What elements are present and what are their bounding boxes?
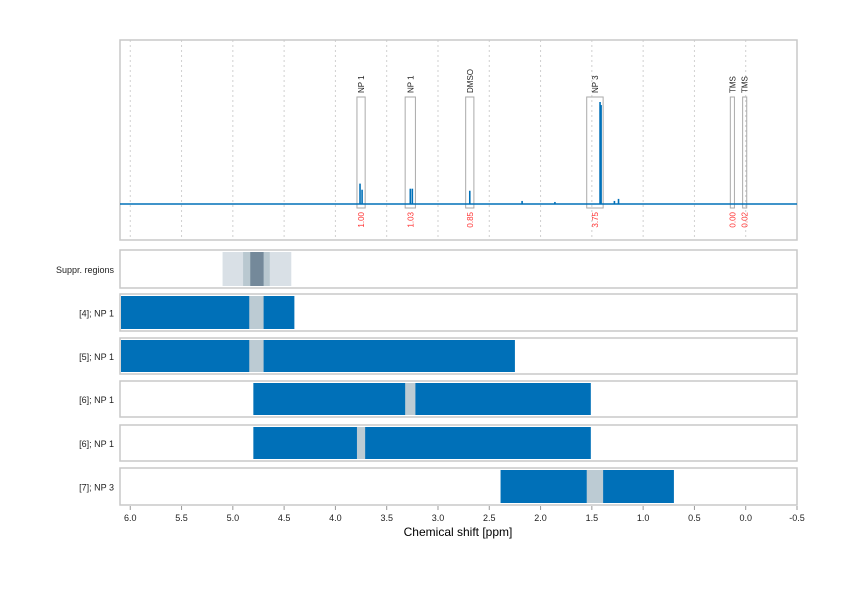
x-tick-label: 4.5: [278, 513, 291, 523]
integral-value: 1.00: [357, 211, 366, 227]
integral-value: 1.03: [406, 211, 415, 227]
track-bar: [253, 383, 591, 415]
integration-region-box: [465, 96, 475, 209]
track-label: [6]; NP 1: [79, 395, 114, 405]
integral-value: 0.00: [728, 211, 737, 227]
track-label: [6]; NP 1: [79, 439, 114, 449]
track-gap: [356, 427, 366, 459]
region-label: NP 1: [406, 75, 415, 93]
track-gap: [405, 383, 416, 415]
spectrum-frame: [119, 39, 798, 241]
tracks: Suppr. regions [4]; NP 1 [5]; NP 1 [6]; NP …: [56, 249, 798, 506]
track-label: Suppr. regions: [56, 265, 115, 275]
track-gap: [586, 470, 604, 503]
track-label: [7]; NP 3: [79, 483, 114, 493]
x-tick-label: 4.0: [329, 513, 342, 523]
integration-region-box: [742, 96, 748, 209]
track-gap: [249, 340, 264, 372]
region-label: TMS: [741, 76, 750, 93]
grid: [129, 40, 798, 240]
track-bar: [121, 296, 295, 329]
integration-region-box: [586, 96, 604, 209]
integral-value: 3.75: [591, 211, 600, 227]
track-bar: [121, 340, 515, 372]
x-axis: 6.0 5.5 5.0 4.5 4.0 3.5 3.0 2.5 2.0 1.5 1.0 0.5 0.0 -…: [124, 506, 805, 523]
track-label: [5]; NP 1: [79, 352, 114, 362]
integral-value: 0.85: [466, 211, 475, 227]
track-gap: [249, 296, 264, 329]
region-label: NP 1: [357, 75, 366, 93]
integration-region-box: [729, 96, 735, 209]
track-bar: [253, 427, 591, 459]
integral-value: 0.02: [741, 211, 750, 227]
suppression-band: [250, 252, 264, 286]
x-tick-label: 3.0: [432, 513, 445, 523]
x-tick-label: 6.0: [124, 513, 137, 523]
region-label: TMS: [728, 76, 737, 93]
x-tick-label: 0.0: [739, 513, 752, 523]
x-tick-label: 2.0: [534, 513, 547, 523]
integration-region-box: [404, 96, 416, 209]
suppression-track: [119, 249, 798, 289]
integration-region-box: [356, 96, 366, 209]
region-label: NP 3: [591, 75, 600, 93]
x-tick-label: 3.5: [380, 513, 393, 523]
x-tick-label: -0.5: [789, 513, 805, 523]
x-tick-label: 1.0: [637, 513, 650, 523]
x-tick-label: 0.5: [688, 513, 701, 523]
track-label: [4]; NP 1: [79, 309, 114, 319]
x-tick-label: 2.5: [483, 513, 496, 523]
region-label: DMSO: [466, 69, 475, 93]
spectrum-panel: NP 1 1.00 NP 1 1.03 DMSO 0.85 NP 3 3.75 TMS 0.00 T…: [119, 39, 798, 241]
x-tick-label: 5.0: [227, 513, 240, 523]
x-tick-label: 5.5: [175, 513, 188, 523]
x-tick-label: 1.5: [586, 513, 599, 523]
x-axis-label: Chemical shift [ppm]: [404, 525, 513, 539]
region-track: [119, 467, 798, 506]
